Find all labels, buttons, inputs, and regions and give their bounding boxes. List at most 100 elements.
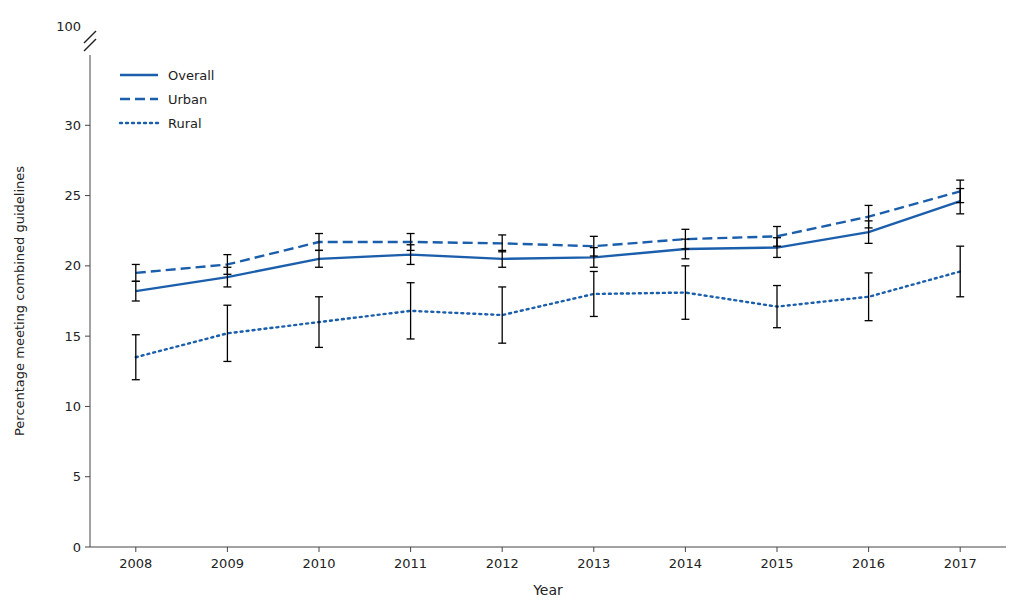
error-bar-cap	[865, 243, 873, 244]
error-bar-stem	[318, 250, 319, 267]
error-bar-cap	[590, 255, 598, 256]
error-bar	[132, 281, 140, 301]
x-tick-label: 2013	[577, 556, 610, 571]
error-bar	[773, 286, 781, 328]
error-bar-stem	[868, 205, 869, 227]
error-bar-cap	[407, 338, 415, 339]
error-bar	[498, 250, 506, 267]
y-tick	[85, 125, 90, 126]
x-tick	[960, 547, 961, 552]
error-bar-cap	[590, 267, 598, 268]
y-tick-label: 15	[64, 329, 81, 344]
error-bar-cap	[865, 205, 873, 206]
error-bar-cap	[407, 250, 415, 251]
error-bar-cap	[223, 254, 231, 255]
error-bar-cap	[407, 282, 415, 283]
error-bar	[132, 335, 140, 380]
y-tick-label: 25	[64, 188, 81, 203]
error-bar-cap	[132, 334, 140, 335]
error-bar	[865, 205, 873, 227]
x-tick	[593, 547, 594, 552]
x-tick-label: 2016	[852, 556, 885, 571]
error-bar-cap	[407, 264, 415, 265]
error-bar-cap	[498, 343, 506, 344]
error-bar	[590, 271, 598, 316]
x-tick	[319, 547, 320, 552]
error-bar-cap	[315, 267, 323, 268]
error-bar-cap	[956, 296, 964, 297]
error-bar-cap	[681, 319, 689, 320]
y-tick-label: 5	[73, 469, 81, 484]
x-tick	[135, 547, 136, 552]
error-bar-cap	[865, 227, 873, 228]
error-bar-stem	[685, 229, 686, 249]
legend-swatch	[120, 122, 158, 124]
annotation: 100	[56, 19, 81, 34]
y-tick	[85, 406, 90, 407]
error-bar-cap	[590, 271, 598, 272]
y-tick	[85, 476, 90, 477]
error-bar	[681, 229, 689, 249]
y-tick	[85, 195, 90, 196]
data	[132, 180, 964, 380]
x-tick	[502, 547, 503, 552]
y-tick-label: 30	[64, 118, 81, 133]
legend: OverallUrbanRural	[120, 68, 214, 131]
error-bar-stem	[135, 335, 136, 380]
series-line	[136, 271, 960, 357]
error-bar-cap	[315, 347, 323, 348]
error-bar-cap	[956, 213, 964, 214]
error-bar-cap	[865, 272, 873, 273]
error-bar	[315, 234, 323, 251]
error-bar-stem	[960, 246, 961, 297]
error-bar-cap	[223, 361, 231, 362]
error-bar-stem	[960, 180, 961, 202]
error-bar	[590, 236, 598, 256]
error-bar-stem	[685, 266, 686, 319]
x-axis-label: Year	[532, 582, 563, 598]
y-tick-label: 0	[73, 540, 81, 555]
y-tick-label: 10	[64, 399, 81, 414]
error-bar	[407, 283, 415, 339]
series-line	[136, 201, 960, 291]
error-bar-cap	[223, 286, 231, 287]
error-bar-stem	[410, 283, 411, 339]
error-bar-cap	[773, 285, 781, 286]
error-bar-stem	[502, 287, 503, 343]
legend-label: Urban	[168, 92, 207, 107]
x-tick-label: 2010	[302, 556, 335, 571]
error-bar-stem	[318, 297, 319, 348]
error-bar-stem	[410, 234, 411, 251]
error-bar-cap	[498, 267, 506, 268]
error-bar-cap	[590, 236, 598, 237]
error-bar	[407, 234, 415, 251]
error-bar	[681, 266, 689, 319]
error-bar-cap	[773, 257, 781, 258]
error-bar-cap	[956, 202, 964, 203]
error-bar	[223, 255, 231, 275]
error-bar	[223, 305, 231, 361]
error-bar-stem	[227, 305, 228, 361]
error-bar	[132, 264, 140, 281]
x-tick-label: 2009	[211, 556, 244, 571]
x-tick-label: 2014	[669, 556, 702, 571]
x-tick-label: 2012	[486, 556, 519, 571]
error-bar-stem	[135, 264, 136, 281]
error-bar	[315, 297, 323, 348]
error-bar-cap	[315, 233, 323, 234]
error-bar-cap	[315, 250, 323, 251]
error-bar-stem	[502, 250, 503, 267]
error-bar-cap	[315, 296, 323, 297]
legend-swatch	[120, 98, 158, 100]
error-bar-cap	[132, 264, 140, 265]
x-tick	[410, 547, 411, 552]
error-bar-cap	[773, 327, 781, 328]
x-tick	[227, 547, 228, 552]
y-axis-label: Percentage meeting combined guidelines	[12, 166, 27, 436]
legend-swatch	[120, 74, 158, 76]
y-tick	[85, 336, 90, 337]
error-bar-cap	[132, 281, 140, 282]
error-bar	[956, 180, 964, 202]
x-tick-label: 2017	[944, 556, 977, 571]
chart: 2008200920102011201220132014201520162017…	[0, 0, 1031, 609]
